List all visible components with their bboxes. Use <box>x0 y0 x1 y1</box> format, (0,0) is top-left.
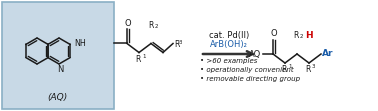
Text: ArB(OH)₂: ArB(OH)₂ <box>210 40 248 49</box>
Text: • removable directing group: • removable directing group <box>200 76 300 82</box>
Text: 3: 3 <box>312 64 316 69</box>
Text: • >60 examples: • >60 examples <box>200 58 257 64</box>
Text: (AQ): (AQ) <box>47 93 67 102</box>
Text: cat. Pd(II): cat. Pd(II) <box>209 31 249 40</box>
Text: 2: 2 <box>300 34 304 39</box>
Text: 2: 2 <box>155 24 158 29</box>
Text: O: O <box>125 19 131 28</box>
Text: 3: 3 <box>179 40 183 45</box>
Text: N: N <box>57 65 63 74</box>
Text: AQ: AQ <box>249 50 261 58</box>
Text: Ar: Ar <box>322 50 333 58</box>
Text: R: R <box>293 31 299 40</box>
Text: R: R <box>281 65 287 74</box>
Text: 1: 1 <box>288 64 291 69</box>
Text: R: R <box>135 55 141 63</box>
Text: H: H <box>305 31 313 40</box>
Text: NH: NH <box>74 39 86 48</box>
Text: O: O <box>271 29 277 38</box>
Text: 1: 1 <box>142 54 146 58</box>
Text: • operationally convenient: • operationally convenient <box>200 67 294 73</box>
Text: R: R <box>148 21 154 30</box>
Text: R: R <box>305 65 311 74</box>
Text: R: R <box>174 40 180 49</box>
Bar <box>2 2 114 109</box>
